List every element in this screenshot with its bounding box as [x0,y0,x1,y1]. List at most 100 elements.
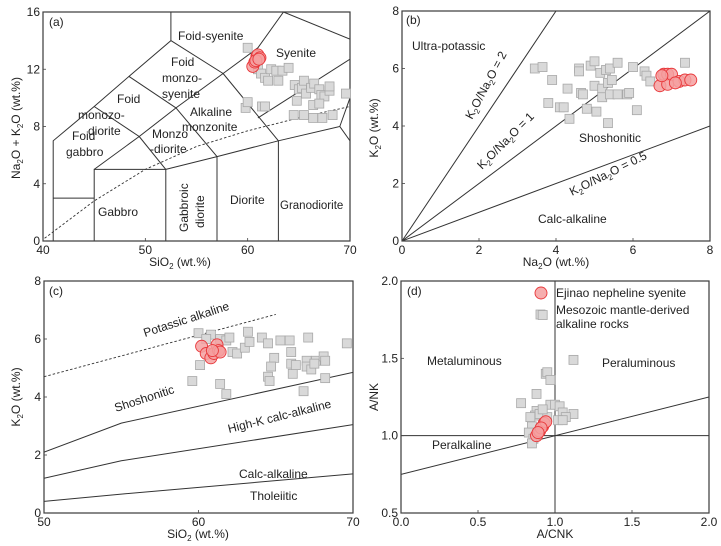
panel-c-label: (c) [49,284,63,298]
data-point-square [298,386,309,397]
field-boundary-9 [222,73,279,142]
data-point-square [260,101,270,112]
y-tick-label: 0.5 [381,506,398,520]
data-point-square [591,106,602,117]
x-tick-label: 40 [36,243,50,257]
data-point-square [543,98,554,108]
data-point-square [324,81,335,92]
data-point-square [574,66,584,77]
data-point-square [290,360,301,371]
y-tick-label: 6 [34,332,41,346]
y-tick-label: 0 [392,234,399,248]
field-foid-gabbro-2: gabbro [66,145,104,159]
legend-label-mesozoic-2: alkaline rocks [556,317,629,331]
x-tick-label: 4 [553,243,560,257]
data-point-square [273,75,284,86]
data-point-square [301,88,311,99]
data-point-square [589,56,600,67]
panel-a-ylabel: Na2O + K2O (wt.%) [9,77,25,179]
y-tick-label: 8 [33,120,40,134]
field-boundary-5 [128,75,177,109]
series-ejinao-nepheline-syenite [195,338,227,365]
data-point-square [314,98,325,109]
data-point-square [299,75,309,86]
field-metaluminous: Metaluminous [427,354,502,368]
data-point-square [288,110,299,120]
boundary-lines [43,12,350,241]
field-diorite: Diorite [230,193,265,207]
data-point-square [266,361,277,372]
data-point-square [317,113,328,123]
panel-d-label: (d) [407,284,422,298]
field-boundary-0 [52,12,172,241]
alkaline-subalkaline-divide [43,106,350,241]
data-point-square [193,328,204,339]
data-point-square [221,389,232,400]
y-tick-label: 0 [34,506,41,520]
panel-a-label: (a) [49,15,64,29]
data-point-square [624,88,635,98]
field-shoshonitic: Shoshonitic [579,131,641,145]
ratio-line-0.5 [402,125,710,241]
data-point-square [320,355,331,366]
data-point-square [525,412,536,423]
data-point-square [631,105,642,116]
panel-b-k2o-na2o-diagram: (b) Ultra-potassic Shoshonitic Calc-alka… [367,4,714,271]
field-boundary-1 [44,424,353,479]
data-point-square [628,62,638,72]
panel-d-ylabel: A/NK [367,383,381,411]
boundary-lines [44,313,353,502]
data-point-circle [668,76,682,90]
data-point-square [564,113,575,124]
data-point-square [256,332,267,343]
y-tick-label: 2 [392,177,399,191]
series-mesozoic-alkaline-rocks [187,326,352,400]
panel-c-ylabel: K2O (wt.%) [9,367,25,426]
panel-d-ank-acnk-diagram: (d) Metaluminous Peraluminous Peralkalin… [367,274,718,541]
data-point-square [244,336,255,347]
panel-a-xlabel: SiO2 (wt.%) [149,255,211,271]
y-tick-label: 8 [392,4,399,18]
field-gabbroic-diorite-1: Gabbroic [177,183,191,232]
field-alkaline-monzonite-1: Alkaline [190,105,232,119]
legend-circle-marker [534,286,548,300]
data-point-circle [205,344,219,358]
legend-label-ejinao: Ejinao nepheline syenite [556,286,686,300]
data-point-square [242,97,253,108]
data-point-square [320,373,331,384]
data-point-square [341,338,352,349]
potassic-alkaline-boundary [44,313,276,378]
y-tick-label: 16 [27,5,41,19]
data-point-circle [684,73,698,87]
legend-label-mesozoic-1: Mesozoic mantle-derived [556,303,689,317]
x-tick-label: 8 [707,243,714,257]
field-monzodiorite-2: -diorite [150,142,187,156]
boundary-lines [401,281,709,513]
field-monzodiorite-1: Monzo [152,127,188,141]
data-point-circle [531,426,545,440]
legend: Ejinao nepheline syenite Mesozoic mantle… [534,286,689,331]
y-tick-label: 4 [392,119,399,133]
data-point-square [215,379,226,389]
field-foid-syenite: Foid-syenite [178,29,244,43]
data-point-square [516,398,527,409]
field-foid-monzo-syenite-1: Foid [171,55,194,69]
x-tick-label: 0.5 [470,515,487,529]
series-mesozoic-alkaline-rocks [529,56,690,129]
field-foid-monozodiorite-1: Foid [117,92,140,106]
field-foid-monzo-syenite-2: monzo- [162,71,202,85]
field-calc-alkaline-c: Calc-alkaline [239,467,308,481]
field-gabbro: Gabbro [98,205,138,219]
data-point-square [568,354,579,365]
data-point-square [547,75,558,85]
data-point-square [531,389,542,399]
panel-a-tas-diagram: (a) Foid-syenite Syenite Foid monzo- sye… [9,5,357,271]
x-tick-label: 2 [476,243,483,257]
x-tick-label: 50 [139,243,153,257]
field-boundary-3 [93,12,284,170]
field-boundary-7 [138,136,167,170]
field-boundary-8 [175,107,218,157]
field-shoshonitic-c: Shoshonitic [113,382,176,414]
series-ejinao-nepheline-syenite [246,48,267,73]
